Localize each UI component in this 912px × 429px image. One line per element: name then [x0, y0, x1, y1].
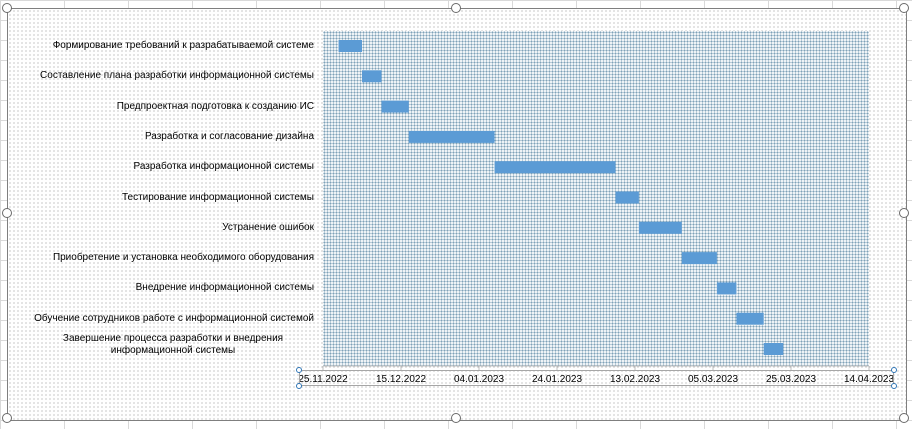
resize-handle-top-right[interactable]: [899, 3, 909, 13]
task-label-11: Завершение процесса разработки и внедрен…: [62, 333, 284, 356]
x-tick-label-7: 25.03.2023: [765, 374, 817, 385]
resize-handle-middle-right[interactable]: [899, 208, 909, 218]
gantt-bar-11[interactable]: [763, 343, 784, 355]
task-label-2: Составление плана разработки информацион…: [40, 70, 314, 82]
resize-handle-bottom-center[interactable]: [451, 413, 461, 423]
task-label-9: Внедрение информационной системы: [135, 282, 314, 294]
gantt-bar-7[interactable]: [638, 221, 682, 234]
resize-handle-middle-left[interactable]: [2, 208, 12, 218]
gantt-bar-5[interactable]: [494, 161, 616, 174]
task-label-10: Обучение сотрудников работе с информацио…: [34, 312, 314, 324]
x-tick-label-3: 04.01.2023: [453, 374, 505, 385]
task-label-3: Предпроектная подготовка к созданию ИС: [116, 100, 314, 112]
resize-handle-bottom-right[interactable]: [899, 413, 909, 423]
axis-handle-bottom-left[interactable]: [296, 383, 302, 389]
resize-handle-top-center[interactable]: [451, 3, 461, 13]
axis-handle-bottom-right[interactable]: [891, 383, 897, 389]
plot-area[interactable]: [323, 31, 869, 366]
x-tick-label-8: 14.04.2023: [843, 374, 895, 385]
task-label-5: Разработка информационной системы: [133, 161, 315, 173]
task-label-8: Приобретение и установка необходимого об…: [52, 252, 314, 264]
gantt-bar-3[interactable]: [381, 100, 409, 113]
gantt-bar-9[interactable]: [716, 282, 737, 295]
x-axis-selection[interactable]: [299, 370, 894, 386]
x-tick-label-4: 24.01.2023: [531, 374, 583, 385]
axis-handle-top-right[interactable]: [891, 367, 897, 373]
axis-handle-top-left[interactable]: [296, 367, 302, 373]
task-label-4: Разработка и согласование дизайна: [144, 130, 314, 142]
task-label-7: Устранение ошибок: [222, 221, 314, 233]
gantt-bar-2[interactable]: [362, 70, 382, 83]
task-label-6: Тестирование информационной системы: [121, 191, 314, 203]
x-tick-label-6: 05.03.2023: [687, 374, 739, 385]
gantt-bar-1[interactable]: [338, 40, 362, 52]
x-tick-label-1: 25.11.2022: [298, 374, 348, 385]
gantt-bar-4[interactable]: [408, 130, 495, 143]
x-tick-label-2: 15.12.2022: [375, 374, 427, 385]
x-tick-label-5: 13.02.2023: [609, 374, 661, 385]
task-label-1: Формирование требований к разрабатываемо…: [52, 40, 314, 51]
gantt-bar-10[interactable]: [736, 312, 764, 325]
resize-handle-top-left[interactable]: [2, 3, 12, 13]
gantt-bar-8[interactable]: [681, 252, 717, 265]
resize-handle-bottom-left[interactable]: [2, 413, 12, 423]
gantt-bar-6[interactable]: [615, 191, 639, 204]
